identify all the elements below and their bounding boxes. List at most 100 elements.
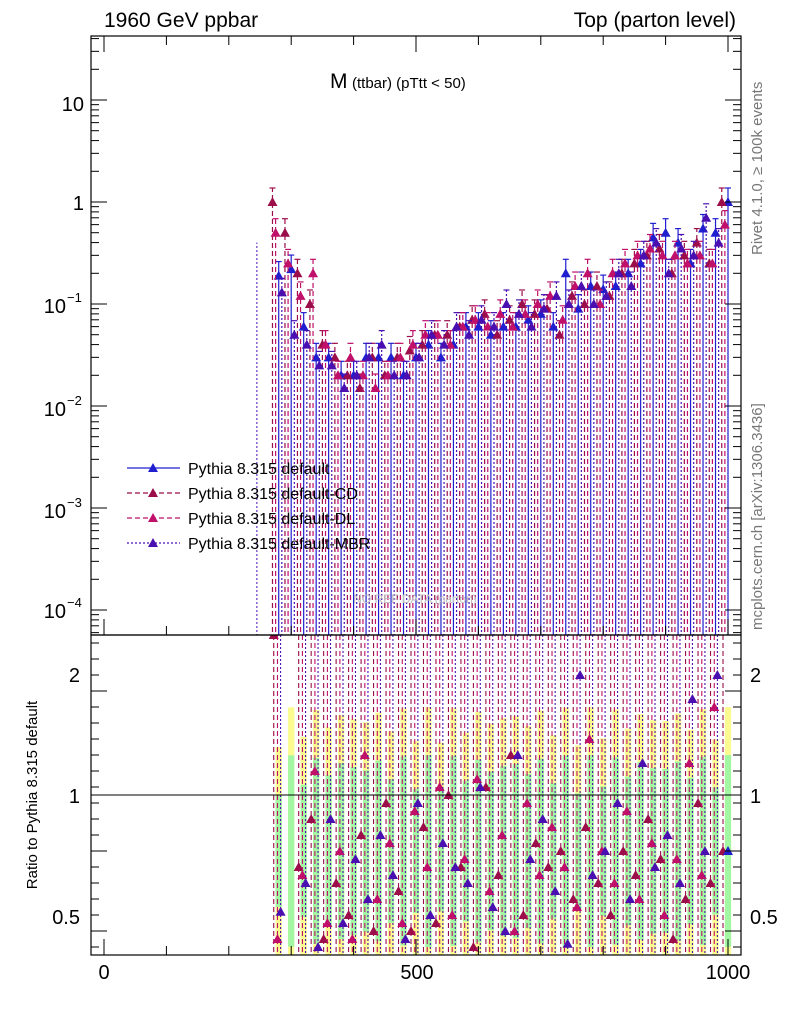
ratio-point-marker	[430, 918, 441, 927]
data-point-marker	[513, 308, 524, 318]
data-point-marker	[289, 329, 300, 339]
data-point-marker	[588, 299, 599, 308]
ratio-band-green	[437, 790, 445, 912]
plot-title: M (ttbar) (pTtt < 50)	[330, 70, 466, 93]
ratio-point-marker	[356, 830, 367, 839]
data-point-marker	[651, 237, 662, 247]
data-point-marker	[404, 345, 415, 355]
data-point-marker	[548, 321, 559, 331]
data-point-marker	[320, 339, 331, 349]
ratio-series-0	[268, 635, 729, 955]
ratio-point-marker	[512, 750, 523, 759]
data-point-marker	[479, 308, 490, 318]
data-point-marker	[679, 250, 690, 260]
ratio-band-green	[387, 779, 395, 923]
ratio-band-green	[625, 776, 632, 926]
ratio-point-marker	[381, 798, 392, 807]
ratio-point-marker	[337, 918, 348, 927]
data-point-marker	[464, 329, 475, 339]
ratio-band-green	[412, 789, 420, 913]
ratio-point-marker	[530, 838, 541, 847]
data-point-marker	[298, 321, 309, 331]
ratio-point-marker	[674, 878, 685, 887]
legend-marker	[148, 488, 158, 497]
data-point-marker	[626, 281, 637, 291]
ratio-y-tick-labels: 2 1 0.5 2 1 0.5	[52, 665, 778, 929]
ratio-point-marker	[397, 918, 408, 927]
ratio-point-marker	[637, 758, 648, 767]
axis-ticks	[91, 36, 741, 955]
ratio-point-marker	[525, 854, 536, 863]
ratio-point-marker	[655, 854, 666, 863]
y-tick-exp-1e-2: −2	[67, 393, 82, 408]
plot-title-main: M	[330, 70, 348, 93]
data-point-marker	[673, 237, 684, 247]
ratio-band-green	[375, 760, 382, 942]
y-tick-label-1e-2: 10	[44, 399, 66, 421]
ratio-point-marker	[272, 934, 283, 943]
data-point-marker	[532, 299, 543, 308]
data-point-marker	[654, 243, 665, 253]
data-point-marker	[414, 352, 425, 362]
data-point-marker	[295, 290, 306, 300]
ratio-band-green	[350, 767, 357, 935]
data-point-marker	[401, 370, 412, 380]
data-point-marker	[610, 281, 621, 291]
ratio-band-green	[662, 769, 669, 933]
ratio-point-marker	[425, 910, 436, 919]
ratio-point-marker	[580, 822, 591, 831]
ratio-point-marker	[422, 862, 433, 871]
data-point-marker	[417, 339, 428, 349]
data-point-marker	[286, 264, 297, 274]
ratio-point-marker	[487, 902, 498, 911]
x-tick-label-0: 0	[98, 962, 109, 984]
x-tick-label-1000: 1000	[706, 962, 751, 984]
ratio-point-marker	[621, 806, 632, 815]
data-point-marker	[660, 227, 671, 237]
legend-marker	[148, 513, 158, 522]
ratio-point-marker	[575, 670, 586, 679]
y-tick-label-1e-1: 10	[44, 296, 66, 318]
data-point-marker	[345, 352, 356, 362]
data-point-marker	[489, 321, 499, 331]
data-point-marker	[351, 370, 362, 380]
data-point-marker	[504, 314, 515, 324]
ratio-band-green	[362, 770, 370, 932]
data-point-marker	[645, 243, 655, 253]
ratio-band-green	[612, 757, 619, 945]
data-point-marker	[364, 352, 375, 362]
ratio-point-marker	[418, 822, 429, 831]
ratio-point-marker	[331, 878, 342, 887]
ratio-point-marker	[297, 870, 308, 879]
ratio-point-marker	[497, 830, 508, 839]
data-point-marker	[389, 370, 400, 380]
data-point-marker	[267, 197, 278, 206]
ratio-point-marker	[347, 934, 358, 943]
data-point-marker	[279, 227, 290, 237]
data-point-marker	[620, 258, 631, 268]
ratio-point-marker	[537, 814, 548, 823]
data-point-marker	[354, 383, 365, 393]
ratio-point-marker	[484, 886, 495, 895]
ratio-band-green	[462, 780, 470, 922]
y-tick-label-1e-3: 10	[44, 501, 66, 523]
legend-label-0: Pythia 8.315 default	[188, 461, 330, 478]
legend-marker	[148, 538, 158, 547]
y-tick-exp-1e-3: −3	[67, 495, 82, 510]
ratio-band-green	[712, 787, 719, 915]
ratio-point-marker	[696, 870, 707, 879]
ratio-point-marker	[584, 734, 595, 743]
ratio-point-marker	[275, 906, 286, 916]
ratio-point-marker	[384, 838, 395, 847]
data-point-marker	[507, 321, 518, 331]
ratio-point-marker	[705, 878, 716, 887]
data-point-marker	[292, 268, 303, 278]
legend-label-1: Pythia 8.315 default-CD	[188, 486, 358, 503]
data-point-marker	[563, 299, 574, 308]
ratio-point-marker	[343, 910, 354, 919]
data-point-marker	[342, 370, 353, 380]
ratio-point-marker	[434, 782, 445, 791]
ratio-point-marker	[550, 886, 561, 895]
data-point-marker	[314, 360, 325, 370]
